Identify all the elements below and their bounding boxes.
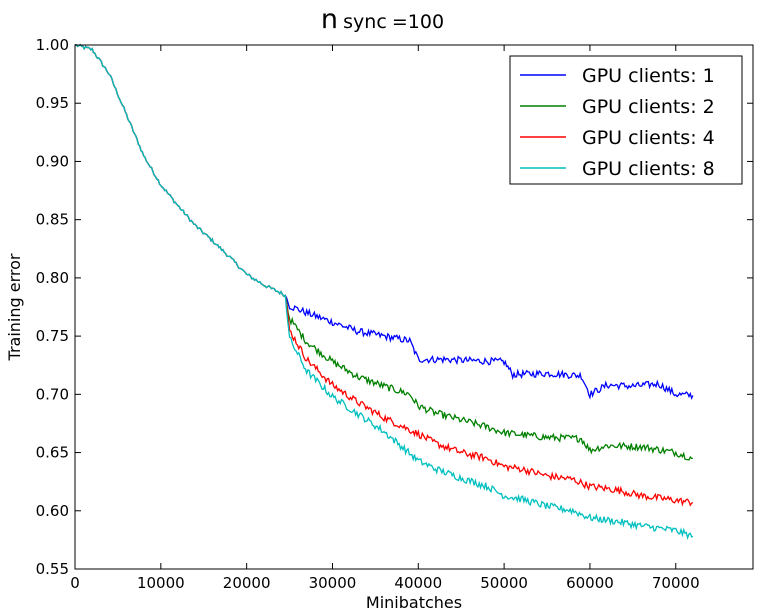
x-tick-label: 0 <box>70 574 80 592</box>
x-tick-label: 60000 <box>566 574 614 592</box>
x-tick-label: 30000 <box>309 574 357 592</box>
y-axis-label: Training error <box>5 253 24 361</box>
y-tick-label: 0.85 <box>36 211 69 229</box>
y-tick-label: 0.75 <box>36 327 69 345</box>
y-tick-label: 0.90 <box>36 152 69 170</box>
ticks-layer: 0 10000 20000 30000 40000 50000 60000 70000 0.55… <box>36 36 753 592</box>
chart-title-suffix: =100 <box>391 11 445 33</box>
legend-box <box>509 55 743 185</box>
x-axis-label: Minibatches <box>366 593 462 612</box>
series-line-4 <box>74 43 694 541</box>
legend-label: GPU clients: 2 <box>582 96 715 118</box>
legend: GPU clients: 1 GPU clients: 2 GPU clients:… <box>509 55 743 185</box>
x-tick-label: 70000 <box>652 574 700 592</box>
y-tick-label: 0.65 <box>36 444 69 462</box>
chart-title: n sync =100 <box>0 4 765 35</box>
x-tick-label: 10000 <box>137 574 185 592</box>
x-tick-label: 50000 <box>480 574 528 592</box>
y-tick-label: 0.60 <box>36 502 69 520</box>
legend-label: GPU clients: 1 <box>582 65 715 87</box>
y-tick-label: 0.80 <box>36 269 69 287</box>
y-tick-label: 0.70 <box>36 385 69 403</box>
plot-frame <box>74 44 754 570</box>
legend-label: GPU clients: 4 <box>582 127 715 149</box>
y-tick-label: 0.95 <box>36 94 69 112</box>
y-tick-label: 0.55 <box>36 560 69 578</box>
chart-title-main: n <box>320 4 339 35</box>
legend-label: GPU clients: 8 <box>582 158 715 180</box>
y-tick-label: 1.00 <box>36 36 69 54</box>
series-layer <box>74 43 694 541</box>
x-tick-label: 20000 <box>223 574 271 592</box>
x-tick-label: 40000 <box>394 574 442 592</box>
chart-title-subscript: sync <box>343 11 387 33</box>
